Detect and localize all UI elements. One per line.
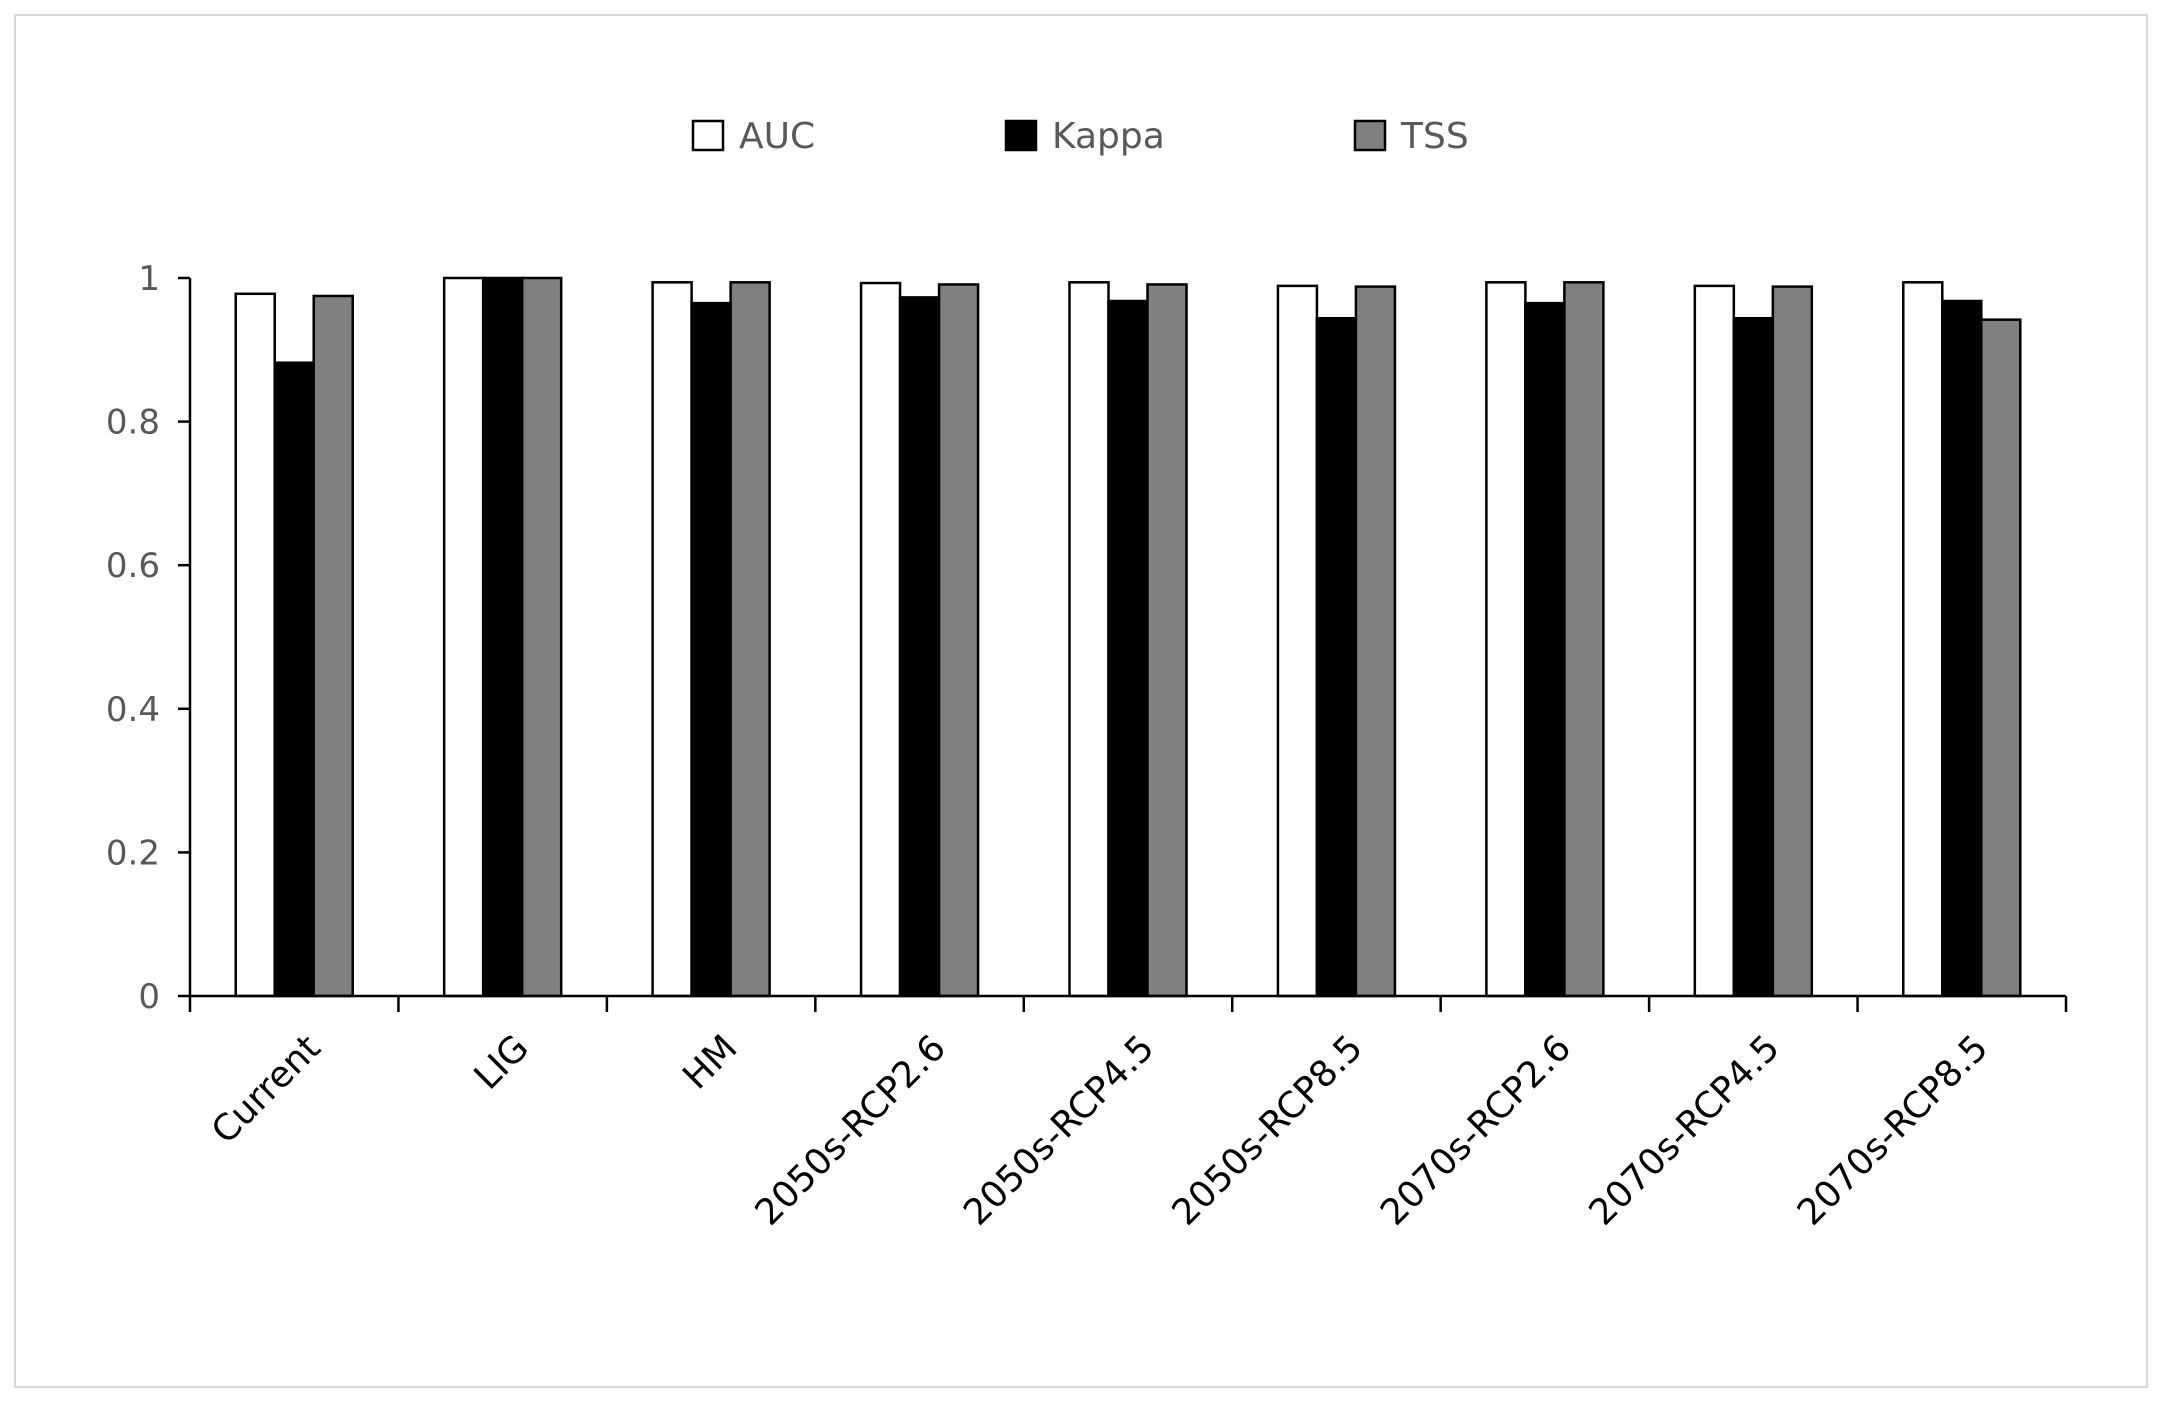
x-tick-label: 2070s-RCP8.5 xyxy=(1790,1027,1996,1233)
x-tick-label: 2070s-RCP2.6 xyxy=(1373,1027,1579,1233)
x-tick-label: LIG xyxy=(467,1027,537,1097)
bar-tss-2050s-rcp8-5 xyxy=(1354,285,1397,998)
y-tick-label: 1 xyxy=(138,259,160,299)
legend-swatch-auc xyxy=(691,119,725,152)
y-tick-label: 0.6 xyxy=(106,546,160,586)
bar-auc-2050s-rcp4-5 xyxy=(1068,281,1110,998)
x-tick-label: 2070s-RCP4.5 xyxy=(1581,1027,1787,1233)
legend-swatch-kappa xyxy=(1004,119,1038,152)
bars xyxy=(234,276,2022,998)
bar-tss-2070s-rcp2-6 xyxy=(1563,281,1605,998)
y-axis: 0 0.2 0.4 0.6 0.8 1 xyxy=(106,259,192,1017)
bar-tss-hm xyxy=(729,281,771,998)
bar-auc-2070s-rcp4-5 xyxy=(1693,284,1736,998)
bar-kappa-2050s-rcp8-5 xyxy=(1315,316,1358,998)
bar-tss-2070s-rcp4-5 xyxy=(1771,285,1814,998)
x-tick-label: 2050s-RCP4.5 xyxy=(956,1027,1162,1233)
bar-auc-2070s-rcp2-6 xyxy=(1485,281,1527,998)
bar-tss-2070s-rcp8-5 xyxy=(1980,318,2022,998)
bar-auc-hm xyxy=(651,281,693,998)
y-tick-label: 0 xyxy=(138,977,160,1017)
bar-kappa-2070s-rcp2-6 xyxy=(1524,301,1566,998)
bar-tss-2050s-rcp4-5 xyxy=(1146,283,1188,998)
legend-label-tss: TSS xyxy=(1400,116,1469,157)
y-tick-label: 0.4 xyxy=(106,690,160,730)
x-tick-label: Current xyxy=(204,1027,329,1152)
bar-tss-current xyxy=(312,294,354,998)
bar-auc-2050s-rcp8-5 xyxy=(1276,284,1319,998)
x-axis: Current LIG HM 2050s-RCP2.6 2050s-RCP4.5 2050… xyxy=(188,994,2068,1234)
bar-kappa-lig xyxy=(481,276,524,998)
bar-tss-lig xyxy=(520,276,563,998)
bar-kappa-2050s-rcp4-5 xyxy=(1107,299,1149,998)
x-tick-label: 2050s-RCP8.5 xyxy=(1165,1027,1371,1233)
bar-auc-2070s-rcp8-5 xyxy=(1902,281,1944,998)
bar-kappa-hm xyxy=(690,301,732,998)
bar-auc-current xyxy=(234,292,276,998)
legend: AUC Kappa TSS xyxy=(691,116,1469,157)
x-tick-label: HM xyxy=(675,1027,745,1097)
legend-label-auc: AUC xyxy=(739,116,815,157)
bar-kappa-current xyxy=(273,361,315,998)
y-tick-label: 0.8 xyxy=(106,403,160,443)
bar-auc-2050s-rcp2-6 xyxy=(859,281,902,998)
legend-label-kappa: Kappa xyxy=(1052,116,1165,157)
bar-kappa-2070s-rcp8-5 xyxy=(1941,299,1983,998)
legend-swatch-tss xyxy=(1353,119,1387,152)
bar-kappa-2070s-rcp4-5 xyxy=(1732,316,1775,998)
y-tick-label: 0.2 xyxy=(106,833,160,873)
bar-auc-lig xyxy=(442,276,485,998)
bar-kappa-2050s-rcp2-6 xyxy=(898,296,941,998)
bar-tss-2050s-rcp2-6 xyxy=(937,283,980,998)
x-tick-label: 2050s-RCP2.6 xyxy=(748,1027,954,1233)
